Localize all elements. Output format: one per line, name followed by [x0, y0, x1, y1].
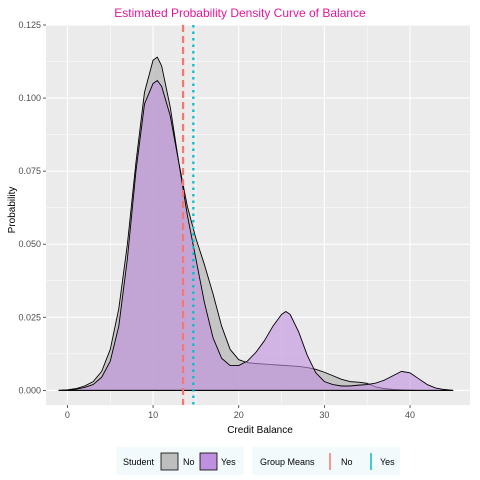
- legend-fill-title: Student: [123, 457, 155, 467]
- chart-title: Estimated Probability Density Curve of B…: [114, 6, 366, 20]
- y-tick-label: 0.075: [18, 166, 41, 176]
- y-tick-label: 0.025: [18, 312, 41, 322]
- legend-label-yes: Yes: [221, 457, 236, 467]
- legend-fill-box: [116, 447, 244, 475]
- x-tick-label: 30: [319, 410, 329, 420]
- y-tick-label: 0.125: [18, 20, 41, 30]
- x-axis-ticks: 0 10 20 30 40: [65, 405, 415, 420]
- x-tick-label: 10: [148, 410, 158, 420]
- x-tick-label: 40: [405, 410, 415, 420]
- legend-line-box: [252, 447, 400, 475]
- density-area-yes: [58, 80, 454, 391]
- x-tick-label: 0: [65, 410, 70, 420]
- plot-panel: [46, 25, 470, 405]
- legend-key-yes: [199, 452, 218, 471]
- legend-mean-label-yes: Yes: [380, 457, 395, 467]
- legend-mean-label-no: No: [341, 457, 353, 467]
- y-tick-label: 0.100: [18, 93, 41, 103]
- legend: Student No Yes Group Means No Yes: [116, 447, 400, 475]
- x-tick-label: 20: [234, 410, 244, 420]
- legend-key-no: [160, 452, 179, 471]
- y-axis-title: Probability: [7, 187, 18, 234]
- density-areas: [58, 56, 454, 391]
- legend-label-no: No: [183, 457, 195, 467]
- y-tick-label: 0.050: [18, 239, 41, 249]
- y-tick-label: 0.000: [18, 385, 41, 395]
- legend-line-title: Group Means: [260, 457, 315, 467]
- group-mean-lines: [181, 25, 195, 405]
- x-axis-title: Credit Balance: [227, 425, 293, 436]
- y-axis-ticks: 0.000 0.025 0.050 0.075 0.100 0.125: [18, 20, 46, 395]
